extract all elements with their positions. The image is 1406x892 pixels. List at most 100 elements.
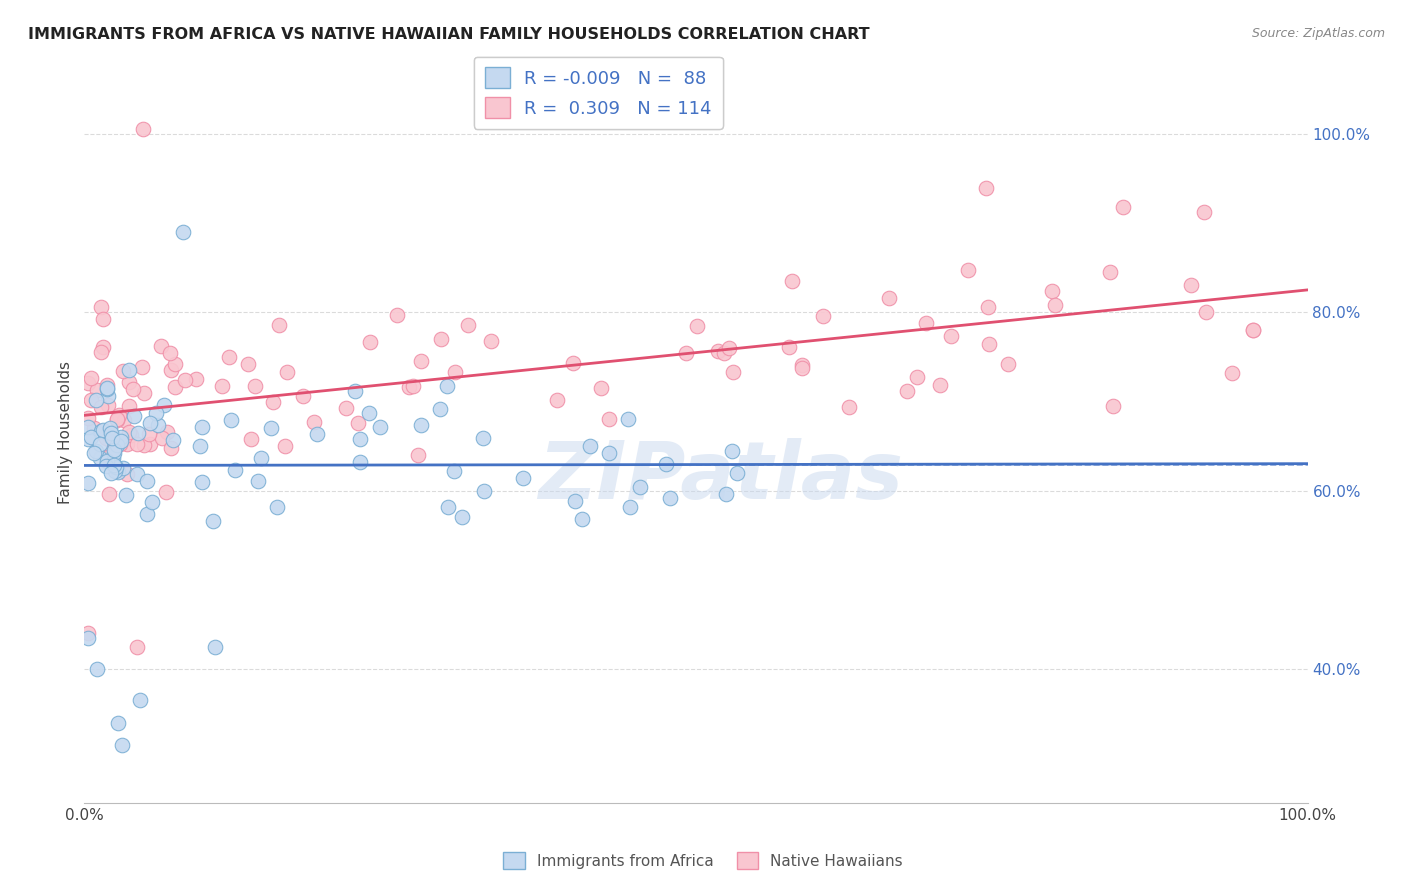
Point (561, 356, 583, 370)
Point (156, 425, 179, 439)
Point (105, 411, 128, 425)
Point (89, 437, 111, 451)
Point (91, 423, 114, 437)
Point (105, 412, 128, 426)
Point (96, 378, 118, 392)
Point (1043, 298, 1066, 312)
Point (457, 318, 479, 333)
Point (204, 640, 226, 654)
Point (292, 389, 315, 403)
Point (707, 344, 730, 359)
Point (118, 399, 141, 413)
Point (155, 484, 177, 499)
Point (103, 446, 125, 460)
Point (111, 738, 134, 752)
Point (239, 432, 262, 446)
Point (121, 382, 143, 396)
Point (89, 450, 111, 465)
Point (218, 351, 240, 365)
Point (77, 376, 100, 390)
Point (96, 454, 118, 468)
Point (190, 475, 212, 489)
Point (619, 500, 641, 514)
Point (997, 357, 1019, 371)
Point (107, 715, 129, 730)
Point (437, 500, 460, 515)
Point (266, 500, 288, 515)
Point (91, 340, 114, 354)
Point (429, 402, 451, 417)
Point (564, 494, 586, 508)
Point (125, 640, 148, 654)
Point (96, 381, 118, 395)
Point (471, 431, 494, 445)
Legend: Immigrants from Africa, Native Hawaiians: Immigrants from Africa, Native Hawaiians (498, 846, 908, 875)
Text: IMMIGRANTS FROM AFRICA VS NATIVE HAWAIIAN FAMILY HOUSEHOLDS CORRELATION CHART: IMMIGRANTS FROM AFRICA VS NATIVE HAWAIIA… (28, 27, 870, 42)
Point (112, 413, 135, 427)
Point (977, 337, 1000, 351)
Point (238, 357, 260, 371)
Point (245, 378, 267, 392)
Point (84, 392, 107, 407)
Point (115, 437, 138, 451)
Point (120, 428, 142, 442)
Point (224, 463, 246, 477)
Point (201, 514, 224, 528)
Point (304, 415, 326, 429)
Point (104, 464, 127, 478)
Point (188, 440, 211, 454)
Point (145, 406, 167, 420)
Point (84, 444, 107, 458)
Point (813, 309, 835, 323)
Point (97, 487, 120, 501)
Point (110, 430, 132, 444)
Point (108, 408, 131, 422)
Point (450, 509, 472, 524)
Point (1180, 277, 1202, 292)
Y-axis label: Family Households: Family Households (58, 361, 73, 504)
Point (436, 379, 458, 393)
Point (409, 418, 432, 433)
Point (83, 446, 105, 460)
Point (686, 319, 709, 334)
Point (191, 420, 214, 434)
Point (675, 346, 697, 360)
Point (357, 406, 380, 420)
Point (118, 363, 141, 377)
Point (159, 441, 181, 455)
Point (359, 335, 381, 350)
Point (1220, 366, 1243, 380)
Point (96, 382, 118, 396)
Point (110, 437, 132, 451)
Point (163, 357, 186, 371)
Point (778, 340, 800, 354)
Point (929, 377, 952, 392)
Point (90, 400, 112, 414)
Point (977, 300, 1000, 314)
Point (406, 449, 429, 463)
Point (1241, 323, 1264, 337)
Point (368, 420, 391, 434)
Point (579, 439, 602, 453)
Point (262, 394, 284, 409)
Point (472, 484, 495, 499)
Point (77, 411, 100, 425)
Point (780, 274, 803, 288)
Point (97, 389, 120, 403)
Point (131, 359, 153, 374)
Point (598, 446, 620, 460)
Point (127, 437, 149, 451)
Point (115, 467, 138, 481)
Point (409, 354, 432, 368)
Point (122, 409, 145, 424)
Point (80, 430, 103, 444)
Point (160, 363, 183, 377)
Point (896, 384, 918, 399)
Point (100, 431, 122, 445)
Legend: R = -0.009   N =  88, R =  0.309   N = 114: R = -0.009 N = 88, R = 0.309 N = 114 (474, 57, 723, 129)
Point (83, 421, 105, 435)
Point (103, 442, 125, 457)
Point (100, 446, 122, 460)
Point (1102, 399, 1125, 413)
Point (1112, 201, 1135, 215)
